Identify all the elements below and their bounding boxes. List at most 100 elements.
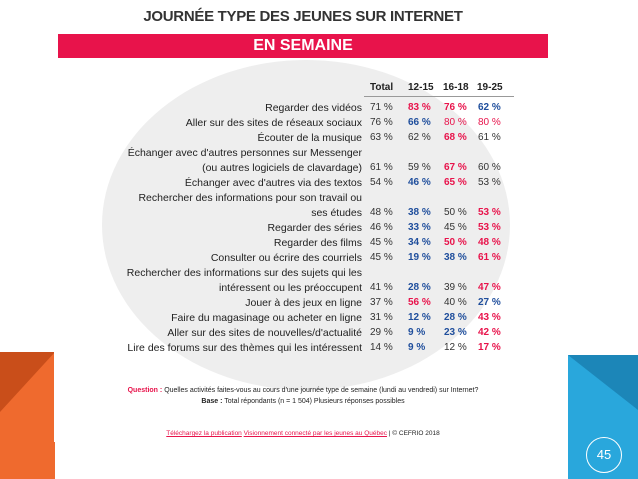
row-label: Rechercher des informations sur des suje… [126,267,362,279]
value-19-25: 80 % [478,117,501,128]
value-16-18: 45 % [444,222,467,233]
value-12-15: 28 % [408,282,431,293]
row-label: Jouer à des jeux en ligne [245,297,362,309]
value-total: 37 % [370,297,393,308]
row-label: Regarder des séries [267,222,362,234]
row-label: Regarder des vidéos [265,102,362,114]
question-label: Question : [127,387,163,394]
value-total: 41 % [370,282,393,293]
section-banner: EN SEMAINE [58,34,548,58]
value-total: 45 % [370,237,393,248]
decorative-blue-shade [568,355,638,410]
table-row: Faire du magasinage ou acheter en ligne 3… [54,312,552,327]
header-12-15: 12-15 [408,82,434,93]
header-total: Total [370,82,394,93]
value-12-15: 46 % [408,177,431,188]
value-12-15: 9 % [408,342,426,353]
table-row: Regarder des vidéos 71 % 83 % 76 % 62 % [54,102,552,117]
decorative-orange-shade [0,352,55,412]
table-row: Jouer à des jeux en ligne 37 % 56 % 40 % 27 … [54,297,552,312]
value-total: 14 % [370,342,393,353]
table-row: intéressent ou les préoccupent 41 % 28 % 39… [54,282,552,297]
background-ellipse [102,60,510,390]
value-16-18: 28 % [444,312,467,323]
value-16-18: 65 % [444,177,467,188]
row-label: Aller sur des sites de réseaux sociaux [185,117,362,129]
value-19-25: 27 % [478,297,501,308]
value-12-15: 12 % [408,312,431,323]
table-row: Regarder des séries 46 % 33 % 45 % 53 % [54,222,552,237]
value-19-25: 43 % [478,312,501,323]
row-label: ses études [311,207,362,219]
footer-copyright: | © CEFRIO 2018 [388,430,440,437]
header-16-18: 16-18 [443,82,469,93]
value-16-18: 80 % [444,117,467,128]
value-12-15: 83 % [408,102,431,113]
value-16-18: 50 % [444,237,467,248]
value-total: 71 % [370,102,393,113]
publication-link[interactable]: Visionnement connecté par les jeunes au … [243,430,387,437]
value-16-18: 50 % [444,207,467,218]
table-row: Rechercher des informations sur des suje… [54,267,552,282]
table-row: Échanger avec d'autres via des textos 54 … [54,177,552,192]
value-12-15: 34 % [408,237,431,248]
infographic-card: JOURNÉE TYPE DES JEUNES SUR INTERNET EN … [54,2,552,442]
value-19-25: 61 % [478,252,501,263]
slide-number: 45 [586,437,622,473]
value-12-15: 66 % [408,117,431,128]
banner-text: EN SEMAINE [253,37,353,54]
row-label: Aller sur des sites de nouvelles/d'actua… [167,327,362,339]
value-16-18: 38 % [444,252,467,263]
value-total: 76 % [370,117,393,128]
row-label: (ou autres logiciels de clavardage) [202,162,362,174]
value-12-15: 33 % [408,222,431,233]
value-12-15: 9 % [408,327,426,338]
value-total: 31 % [370,312,393,323]
row-label: Faire du magasinage ou acheter en ligne [171,312,362,324]
value-12-15: 38 % [408,207,431,218]
row-label: Rechercher des informations pour son tra… [138,192,362,204]
value-16-18: 40 % [444,297,467,308]
row-label: Consulter ou écrire des courriels [210,252,362,264]
base-label: Base : [201,398,223,405]
value-19-25: 47 % [478,282,501,293]
footer-prefix[interactable]: Téléchargez la publication [166,430,242,437]
value-total: 54 % [370,177,393,188]
value-total: 61 % [370,162,393,173]
table-row: Regarder des films 45 % 34 % 50 % 48 % [54,237,552,252]
value-total: 48 % [370,207,393,218]
value-19-25: 53 % [478,207,501,218]
table-row: Écouter de la musique 63 % 62 % 68 % 61 % [54,132,552,147]
value-19-25: 53 % [478,222,501,233]
value-total: 63 % [370,132,393,143]
table-row: Aller sur des sites de nouvelles/d'actua… [54,327,552,342]
value-12-15: 62 % [408,132,431,143]
value-16-18: 67 % [444,162,467,173]
row-label: Regarder des films [273,237,362,249]
value-16-18: 39 % [444,282,467,293]
header-divider [364,96,514,97]
value-19-25: 48 % [478,237,501,248]
question-text: Quelles activités faites-vous au cours d… [164,387,479,394]
value-total: 29 % [370,327,393,338]
table-row: (ou autres logiciels de clavardage) 61 % 5… [54,162,552,177]
value-total: 45 % [370,252,393,263]
value-16-18: 12 % [444,342,467,353]
page-title: JOURNÉE TYPE DES JEUNES SUR INTERNET [143,8,463,25]
row-label: Lire des forums sur des thèmes qui les i… [127,342,362,354]
source-footer: Téléchargez la publication Visionnement … [54,430,552,437]
table-row: Consulter ou écrire des courriels 45 % 19 … [54,252,552,267]
table-row: Aller sur des sites de réseaux sociaux 76… [54,117,552,132]
value-19-25: 60 % [478,162,501,173]
value-19-25: 62 % [478,102,501,113]
row-label: Écouter de la musique [257,132,362,144]
table-row: ses études 48 % 38 % 50 % 53 % [54,207,552,222]
value-19-25: 53 % [478,177,501,188]
base-note: Base : Total répondants (n = 1 504) Plus… [54,398,552,405]
value-16-18: 23 % [444,327,467,338]
value-12-15: 59 % [408,162,431,173]
table-row: Échanger avec d'autres personnes sur Mes… [54,147,552,162]
value-12-15: 19 % [408,252,431,263]
row-label: Échanger avec d'autres personnes sur Mes… [127,147,362,159]
value-19-25: 42 % [478,327,501,338]
